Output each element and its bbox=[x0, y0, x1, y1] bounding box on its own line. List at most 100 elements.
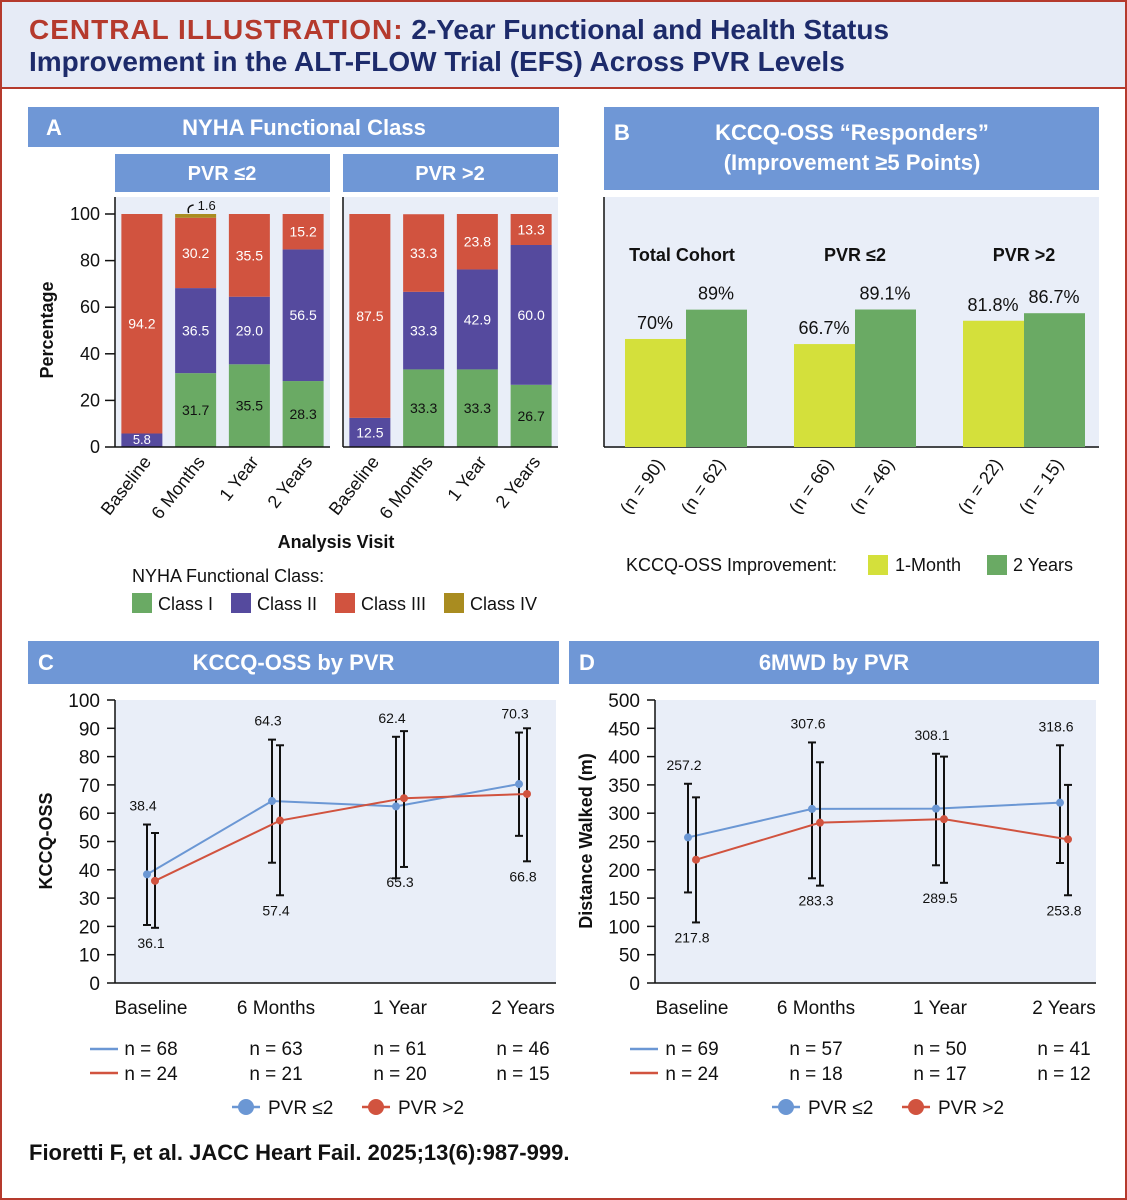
panel-d-ytick-100: 100 bbox=[608, 917, 640, 938]
legend-label-class-1: Class I bbox=[158, 594, 213, 614]
panel-c-ytick-40: 40 bbox=[79, 861, 100, 882]
panel-d-xtick-2: 1 Year bbox=[913, 998, 968, 1019]
panel-a-letter: A bbox=[46, 115, 62, 140]
bar-high-class-iii-1 bbox=[403, 214, 445, 292]
kccq-bar-label-1-0: 89% bbox=[698, 284, 734, 304]
bar-high-class-ii-2 bbox=[456, 269, 498, 370]
value-label-d-1-2: 289.5 bbox=[922, 890, 957, 906]
value-label-d-1-1: 283.3 bbox=[798, 893, 833, 909]
value-label-c-0-1: 64.3 bbox=[254, 713, 281, 729]
panel-a-xlabel: Analysis Visit bbox=[278, 532, 395, 552]
point-d-0-2 bbox=[932, 804, 940, 813]
x-tick-low-1: 6 Months bbox=[147, 452, 208, 523]
bar-label-high-0-2: 33.3 bbox=[464, 400, 491, 416]
panel-a-group-header-high bbox=[343, 154, 558, 192]
panel-d-legend-marker-high bbox=[908, 1099, 924, 1115]
panel-d-legend-marker-low bbox=[778, 1099, 794, 1115]
legend-swatch-class-4 bbox=[444, 593, 464, 613]
panel-d-n-low-2: n = 50 bbox=[913, 1039, 966, 1060]
point-c-0-1 bbox=[268, 797, 276, 806]
value-label-c-1-3: 66.8 bbox=[509, 868, 536, 884]
kccq-bar-2-years-2 bbox=[1024, 313, 1085, 447]
panel-c-n-low-2: n = 61 bbox=[373, 1039, 426, 1060]
bar-high-class-iii-0 bbox=[349, 214, 391, 418]
illustration-title-line2: Improvement in the ALT-FLOW Trial (EFS) … bbox=[29, 46, 845, 77]
kccq-n-0-2: (n = 22) bbox=[954, 455, 1006, 518]
panel-c-ytick-50: 50 bbox=[79, 833, 100, 854]
point-c-1-1 bbox=[276, 816, 284, 825]
point-d-0-1 bbox=[808, 804, 816, 813]
bar-low-class-iii-3 bbox=[282, 214, 324, 250]
panel-a-ytick-80: 80 bbox=[80, 251, 100, 271]
legend-swatch-2-years bbox=[987, 555, 1007, 575]
panel-d-ytick-350: 350 bbox=[608, 776, 640, 797]
title-text-1: 2-Year Functional and Health Status bbox=[411, 14, 890, 45]
point-c-1-3 bbox=[523, 789, 531, 798]
panel-a-group-low: PVR ≤2 bbox=[188, 163, 257, 185]
panel-d-n-low-1: n = 57 bbox=[789, 1039, 842, 1060]
value-label-c-0-3: 70.3 bbox=[501, 706, 528, 722]
bar-high-class-iii-2 bbox=[456, 214, 498, 270]
bar-label-high-2-0: 87.5 bbox=[356, 308, 383, 324]
x-tick-low-3: 2 Years bbox=[264, 452, 317, 512]
legend-swatch-class-3 bbox=[335, 593, 355, 613]
citation: Fioretti F, et al. JACC Heart Fail. 2025… bbox=[29, 1140, 570, 1165]
panel-a-group-header-low bbox=[115, 154, 330, 192]
bar-label-low-2-0: 94.2 bbox=[128, 316, 155, 332]
panel-a-ytick-0: 0 bbox=[90, 437, 100, 457]
panel-c-legend-low: PVR ≤2 bbox=[268, 1098, 333, 1119]
panel-c-xtick-0: Baseline bbox=[115, 998, 188, 1019]
bar-low-class-i-3 bbox=[282, 381, 324, 447]
bar-label-high-0-3: 26.7 bbox=[518, 408, 545, 424]
panel-d-ytick-200: 200 bbox=[608, 861, 640, 882]
bar-label-low-1-2: 29.0 bbox=[236, 323, 263, 339]
panel-c-legend-high: PVR >2 bbox=[398, 1098, 464, 1119]
point-d-0-3 bbox=[1056, 798, 1064, 807]
panel-d-n-high-1: n = 18 bbox=[789, 1064, 842, 1085]
panel-c-ytick-80: 80 bbox=[79, 748, 100, 769]
bar-label-high-1-2: 42.9 bbox=[464, 311, 491, 327]
legend-label-class-3: Class III bbox=[361, 594, 426, 614]
bar-low-class-iii-1 bbox=[175, 217, 217, 289]
panel-b-legend-title: KCCQ-OSS Improvement: bbox=[626, 555, 837, 575]
bar-label-low-class4-1: 1.6 bbox=[198, 198, 216, 213]
bar-label-low-2-1: 30.2 bbox=[182, 245, 209, 261]
bar-high-class-ii-3 bbox=[510, 244, 552, 385]
value-label-d-1-3: 253.8 bbox=[1046, 902, 1081, 918]
point-d-1-0 bbox=[692, 855, 700, 864]
panel-c-n-high-3: n = 15 bbox=[496, 1064, 549, 1085]
value-label-c-0-2: 62.4 bbox=[378, 710, 405, 726]
legend-swatch-class-2 bbox=[231, 593, 251, 613]
kccq-bar-2-years-1 bbox=[855, 309, 916, 447]
bar-low-class-iii-2 bbox=[228, 214, 270, 297]
panel-c-xtick-2: 1 Year bbox=[373, 998, 428, 1019]
bar-label-high-0-1: 33.3 bbox=[410, 400, 437, 416]
value-label-d-1-0: 217.8 bbox=[674, 929, 709, 945]
kccq-n-0-0: (n = 90) bbox=[616, 455, 668, 518]
legend-label-2-years: 2 Years bbox=[1013, 555, 1073, 575]
panel-d-xtick-3: 2 Years bbox=[1032, 998, 1095, 1019]
value-label-d-0-1: 307.6 bbox=[790, 715, 825, 731]
legend-swatch-1-month bbox=[868, 555, 888, 575]
illustration-header: CENTRAL ILLUSTRATION: 2-Year Functional … bbox=[2, 2, 1125, 89]
bar-low-class-iv-1 bbox=[175, 214, 217, 218]
panel-b-letter: B bbox=[614, 120, 630, 145]
kccq-bar-1-month-0 bbox=[625, 338, 686, 447]
point-d-1-1 bbox=[816, 818, 824, 827]
bar-label-high-1-0: 12.5 bbox=[356, 424, 383, 440]
bar-label-low-0-1: 31.7 bbox=[182, 402, 209, 418]
panel-c-ytick-70: 70 bbox=[79, 776, 100, 797]
panel-a-legend-title: NYHA Functional Class: bbox=[132, 566, 324, 586]
x-tick-low-2: 1 Year bbox=[215, 452, 262, 505]
bar-label-low-0-3: 28.3 bbox=[290, 406, 317, 422]
line-d-1 bbox=[695, 818, 1069, 861]
panel-c-ytick-30: 30 bbox=[79, 889, 100, 910]
panel-d-ytick-0: 0 bbox=[629, 974, 640, 995]
bar-label-low-0-2: 35.5 bbox=[236, 398, 263, 414]
bar-high-class-ii-1 bbox=[403, 291, 445, 370]
bar-label-high-2-2: 23.8 bbox=[464, 234, 491, 250]
illustration-title-line1: CENTRAL ILLUSTRATION: 2-Year Functional … bbox=[29, 14, 889, 46]
panel-c-ytick-90: 90 bbox=[79, 719, 100, 740]
panel-c-n-high-1: n = 21 bbox=[249, 1064, 302, 1085]
